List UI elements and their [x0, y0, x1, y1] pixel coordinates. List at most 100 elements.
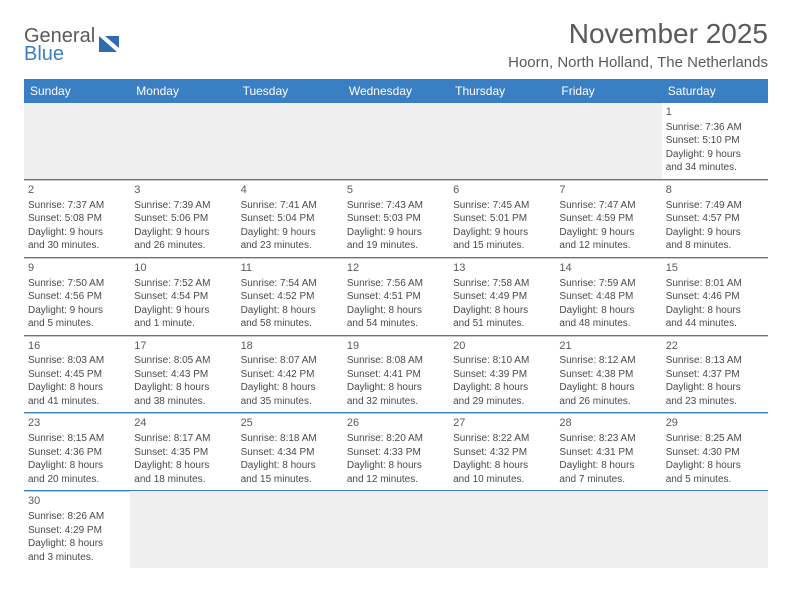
daylight-text: Daylight: 9 hours — [453, 226, 551, 240]
sunrise-text: Sunrise: 8:01 AM — [666, 277, 764, 291]
daylight-text: Daylight: 8 hours — [134, 459, 232, 473]
day-cell: 13Sunrise: 7:58 AMSunset: 4:49 PMDayligh… — [449, 258, 555, 335]
sunrise-text: Sunrise: 7:36 AM — [666, 121, 764, 135]
sunrise-text: Sunrise: 8:13 AM — [666, 354, 764, 368]
day-number: 17 — [134, 339, 232, 354]
sunset-text: Sunset: 4:49 PM — [453, 290, 551, 304]
day-cell-empty — [237, 103, 343, 179]
daylight-text: Daylight: 8 hours — [347, 381, 445, 395]
weekday-header: Tuesday — [237, 79, 343, 103]
sunrise-text: Sunrise: 7:50 AM — [28, 277, 126, 291]
day-number: 20 — [453, 339, 551, 354]
sunset-text: Sunset: 4:42 PM — [241, 368, 339, 382]
calendar-page: General Blue November 2025 Hoorn, North … — [0, 0, 792, 586]
day-number: 15 — [666, 261, 764, 276]
sunset-text: Sunset: 5:06 PM — [134, 212, 232, 226]
sunrise-text: Sunrise: 8:23 AM — [559, 432, 657, 446]
daylight-text: Daylight: 8 hours — [559, 459, 657, 473]
day-cell: 16Sunrise: 8:03 AMSunset: 4:45 PMDayligh… — [24, 336, 130, 413]
daylight-text: Daylight: 8 hours — [28, 381, 126, 395]
day-cell: 19Sunrise: 8:08 AMSunset: 4:41 PMDayligh… — [343, 336, 449, 413]
daylight-text: and 32 minutes. — [347, 395, 445, 409]
sunset-text: Sunset: 4:30 PM — [666, 446, 764, 460]
header: General Blue November 2025 Hoorn, North … — [24, 18, 768, 71]
day-number: 3 — [134, 183, 232, 198]
sunset-text: Sunset: 5:10 PM — [666, 134, 764, 148]
day-cell: 4Sunrise: 7:41 AMSunset: 5:04 PMDaylight… — [237, 180, 343, 257]
day-cell: 10Sunrise: 7:52 AMSunset: 4:54 PMDayligh… — [130, 258, 236, 335]
sunrise-text: Sunrise: 7:54 AM — [241, 277, 339, 291]
sunset-text: Sunset: 4:57 PM — [666, 212, 764, 226]
sunset-text: Sunset: 4:37 PM — [666, 368, 764, 382]
daylight-text: and 10 minutes. — [453, 473, 551, 487]
weekday-header: Monday — [130, 79, 236, 103]
sunrise-text: Sunrise: 7:49 AM — [666, 199, 764, 213]
day-cell: 24Sunrise: 8:17 AMSunset: 4:35 PMDayligh… — [130, 413, 236, 490]
sunrise-text: Sunrise: 8:03 AM — [28, 354, 126, 368]
week-row: 9Sunrise: 7:50 AMSunset: 4:56 PMDaylight… — [24, 258, 768, 336]
daylight-text: and 19 minutes. — [347, 239, 445, 253]
daylight-text: and 51 minutes. — [453, 317, 551, 331]
daylight-text: and 23 minutes. — [241, 239, 339, 253]
weeks-container: 1Sunrise: 7:36 AMSunset: 5:10 PMDaylight… — [24, 103, 768, 568]
daylight-text: and 30 minutes. — [28, 239, 126, 253]
day-cell-empty — [555, 103, 661, 179]
sunset-text: Sunset: 4:45 PM — [28, 368, 126, 382]
day-cell: 20Sunrise: 8:10 AMSunset: 4:39 PMDayligh… — [449, 336, 555, 413]
day-cell: 11Sunrise: 7:54 AMSunset: 4:52 PMDayligh… — [237, 258, 343, 335]
day-cell-empty — [662, 491, 768, 568]
day-number: 13 — [453, 261, 551, 276]
day-number: 18 — [241, 339, 339, 354]
week-row: 2Sunrise: 7:37 AMSunset: 5:08 PMDaylight… — [24, 180, 768, 258]
daylight-text: Daylight: 8 hours — [666, 459, 764, 473]
daylight-text: and 44 minutes. — [666, 317, 764, 331]
daylight-text: and 5 minutes. — [666, 473, 764, 487]
daylight-text: Daylight: 8 hours — [134, 381, 232, 395]
day-cell: 21Sunrise: 8:12 AMSunset: 4:38 PMDayligh… — [555, 336, 661, 413]
sunrise-text: Sunrise: 7:37 AM — [28, 199, 126, 213]
day-number: 10 — [134, 261, 232, 276]
daylight-text: Daylight: 8 hours — [241, 381, 339, 395]
daylight-text: and 18 minutes. — [134, 473, 232, 487]
day-cell: 15Sunrise: 8:01 AMSunset: 4:46 PMDayligh… — [662, 258, 768, 335]
day-number: 7 — [559, 183, 657, 198]
day-cell: 28Sunrise: 8:23 AMSunset: 4:31 PMDayligh… — [555, 413, 661, 490]
sunset-text: Sunset: 4:56 PM — [28, 290, 126, 304]
weekday-header: Wednesday — [343, 79, 449, 103]
day-number: 11 — [241, 261, 339, 276]
daylight-text: and 35 minutes. — [241, 395, 339, 409]
month-title: November 2025 — [508, 18, 768, 50]
day-number: 19 — [347, 339, 445, 354]
day-number: 29 — [666, 416, 764, 431]
daylight-text: and 38 minutes. — [134, 395, 232, 409]
sunset-text: Sunset: 4:51 PM — [347, 290, 445, 304]
sunrise-text: Sunrise: 7:41 AM — [241, 199, 339, 213]
day-number: 8 — [666, 183, 764, 198]
day-cell: 8Sunrise: 7:49 AMSunset: 4:57 PMDaylight… — [662, 180, 768, 257]
daylight-text: and 54 minutes. — [347, 317, 445, 331]
daylight-text: Daylight: 8 hours — [347, 459, 445, 473]
daylight-text: and 41 minutes. — [28, 395, 126, 409]
weekday-header: Sunday — [24, 79, 130, 103]
day-number: 21 — [559, 339, 657, 354]
daylight-text: Daylight: 9 hours — [134, 226, 232, 240]
daylight-text: and 26 minutes. — [134, 239, 232, 253]
daylight-text: and 48 minutes. — [559, 317, 657, 331]
day-cell: 2Sunrise: 7:37 AMSunset: 5:08 PMDaylight… — [24, 180, 130, 257]
day-number: 28 — [559, 416, 657, 431]
weekday-header: Thursday — [449, 79, 555, 103]
daylight-text: and 23 minutes. — [666, 395, 764, 409]
daylight-text: and 15 minutes. — [453, 239, 551, 253]
sunrise-text: Sunrise: 8:18 AM — [241, 432, 339, 446]
day-cell: 25Sunrise: 8:18 AMSunset: 4:34 PMDayligh… — [237, 413, 343, 490]
day-cell: 27Sunrise: 8:22 AMSunset: 4:32 PMDayligh… — [449, 413, 555, 490]
week-row: 30Sunrise: 8:26 AMSunset: 4:29 PMDayligh… — [24, 491, 768, 568]
daylight-text: Daylight: 9 hours — [559, 226, 657, 240]
sunset-text: Sunset: 4:33 PM — [347, 446, 445, 460]
daylight-text: and 3 minutes. — [28, 551, 126, 565]
day-number: 16 — [28, 339, 126, 354]
logo-word-blue: Blue — [24, 44, 95, 64]
day-cell: 29Sunrise: 8:25 AMSunset: 4:30 PMDayligh… — [662, 413, 768, 490]
sunrise-text: Sunrise: 7:45 AM — [453, 199, 551, 213]
daylight-text: and 12 minutes. — [347, 473, 445, 487]
